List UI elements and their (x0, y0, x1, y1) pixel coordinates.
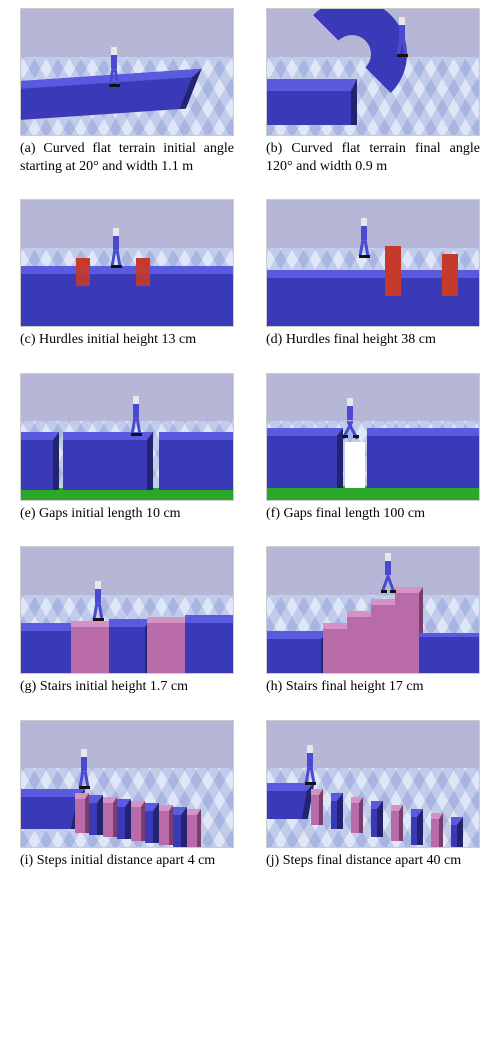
caption-h: (h) Stairs final height 17 cm (266, 678, 480, 696)
render-d (266, 199, 480, 327)
subfigure-d: (d) Hurdles final height 38 cm (266, 199, 480, 349)
caption-j: (j) Steps final distance apart 40 cm (266, 852, 480, 870)
caption-d: (d) Hurdles final height 38 cm (266, 331, 480, 349)
subfigure-g: (g) Stairs initial height 1.7 cm (20, 546, 234, 696)
caption-b: (b) Curved flat terrain final angle 120°… (266, 140, 480, 175)
render-b (266, 8, 480, 136)
caption-a: (a) Curved flat terrain initial angle st… (20, 140, 234, 175)
render-f (266, 373, 480, 501)
subfigure-c: (c) Hurdles initial height 13 cm (20, 199, 234, 349)
caption-f: (f) Gaps final length 100 cm (266, 505, 480, 523)
subfigure-f: (f) Gaps final length 100 cm (266, 373, 480, 523)
subfigure-j: (j) Steps final distance apart 40 cm (266, 720, 480, 870)
render-g (20, 546, 234, 674)
subfigure-h: (h) Stairs final height 17 cm (266, 546, 480, 696)
caption-g: (g) Stairs initial height 1.7 cm (20, 678, 234, 696)
subfigure-e: (e) Gaps initial length 10 cm (20, 373, 234, 523)
subfigure-a: (a) Curved flat terrain initial angle st… (20, 8, 234, 175)
render-c (20, 199, 234, 327)
caption-i: (i) Steps initial distance apart 4 cm (20, 852, 234, 870)
render-j (266, 720, 480, 848)
figure-grid: (a) Curved flat terrain initial angle st… (20, 8, 480, 869)
caption-c: (c) Hurdles initial height 13 cm (20, 331, 234, 349)
subfigure-b: (b) Curved flat terrain final angle 120°… (266, 8, 480, 175)
subfigure-i: (i) Steps initial distance apart 4 cm (20, 720, 234, 870)
render-a (20, 8, 234, 136)
render-i (20, 720, 234, 848)
render-h (266, 546, 480, 674)
caption-e: (e) Gaps initial length 10 cm (20, 505, 234, 523)
render-e (20, 373, 234, 501)
